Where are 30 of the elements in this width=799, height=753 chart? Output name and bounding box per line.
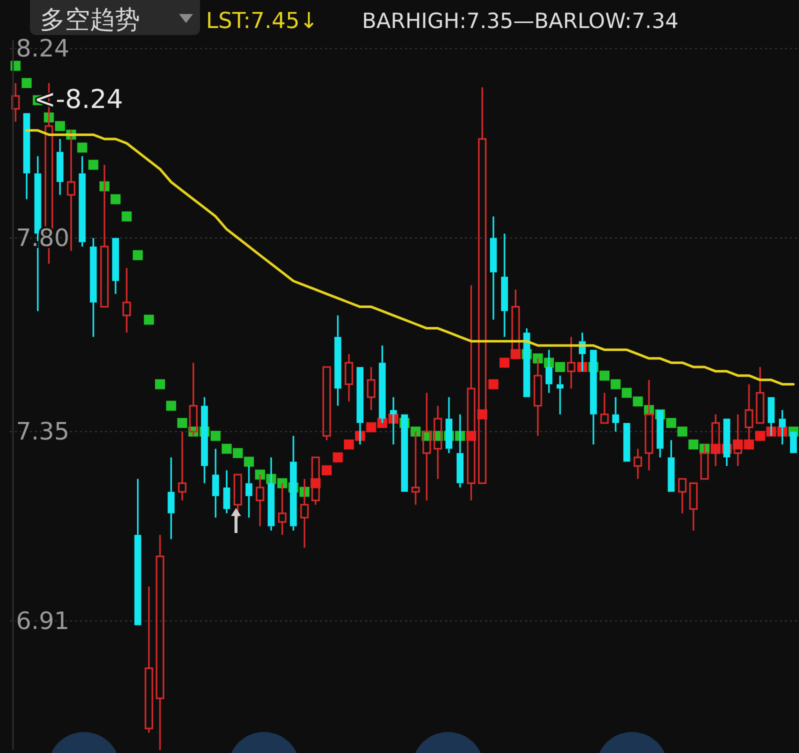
text: LST:7.45↓ (206, 9, 318, 34)
candlestick (78, 155, 86, 248)
candlestick (168, 456, 175, 540)
text: BARHIGH:7.35—BARLOW:7.34 (362, 9, 678, 33)
candlestick (446, 396, 452, 454)
candlestick (122, 267, 131, 334)
candlestick (546, 349, 552, 394)
candlestick (223, 470, 230, 514)
candlestick (456, 414, 464, 488)
y-tick-label: 6.91 (16, 606, 70, 635)
candlestick (201, 396, 208, 484)
candlestick (566, 336, 576, 390)
candlestick (556, 374, 564, 416)
candlestick (56, 138, 64, 196)
candlestick (156, 534, 164, 751)
candlestick (390, 396, 397, 446)
candlestick (501, 232, 508, 338)
candlestick (290, 435, 297, 532)
candlestick (11, 82, 20, 123)
chart-title: 多空趋势 (40, 5, 140, 34)
candlestick (334, 314, 342, 407)
candlestick (268, 456, 275, 532)
y-tick-label: 8.24 (16, 34, 70, 63)
candlestick (490, 216, 497, 320)
candlestick (90, 237, 97, 338)
y-tick-label: 7.35 (16, 418, 70, 446)
candlestick (612, 396, 620, 432)
candlestick (778, 409, 786, 446)
candlestick (212, 448, 220, 518)
candlestick (366, 366, 376, 411)
